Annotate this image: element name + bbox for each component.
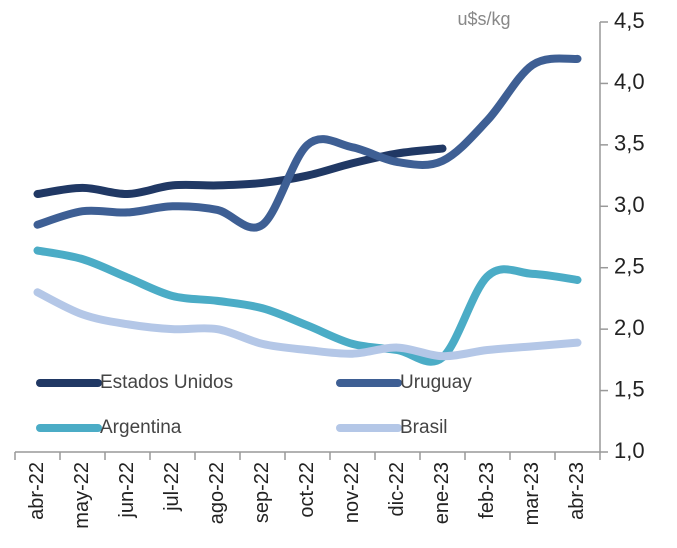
x-tick-label: ago-22: [206, 462, 228, 524]
legend-label: Uruguay: [400, 372, 472, 393]
x-tick-label: jun-22: [116, 462, 138, 519]
x-tick-label: sep-22: [251, 462, 273, 523]
x-tick-label: nov-22: [341, 462, 363, 523]
y-tick-label: 4,5: [614, 8, 645, 33]
series-line: [33, 54, 582, 232]
y-tick-label: 3,0: [614, 192, 645, 217]
y-tick-label: 1,5: [614, 376, 645, 401]
series-line: [33, 246, 582, 366]
x-tick-label: mar-23: [521, 462, 543, 525]
x-tick-label: dic-22: [386, 462, 408, 516]
x-tick-label: abr-22: [26, 462, 48, 520]
series-line: [33, 288, 582, 361]
legend-label: Brasil: [400, 417, 448, 438]
x-tick-label: feb-23: [476, 462, 498, 519]
legend-label: Argentina: [100, 417, 182, 438]
x-tick-label: jul-22: [161, 462, 183, 512]
x-tick-label: abr-23: [566, 462, 588, 520]
y-tick-label: 2,0: [614, 315, 645, 340]
unit-label: u$s/kg: [457, 9, 510, 29]
x-tick-label: oct-22: [296, 462, 318, 518]
legend-label: Estados Unidos: [100, 372, 233, 393]
x-tick-label: may-22: [71, 462, 93, 529]
y-tick-label: 2,5: [614, 254, 645, 279]
y-tick-label: 3,5: [614, 131, 645, 156]
x-tick-label: ene-23: [431, 462, 453, 524]
y-tick-label: 1,0: [614, 438, 645, 463]
y-tick-label: 4,0: [614, 69, 645, 94]
